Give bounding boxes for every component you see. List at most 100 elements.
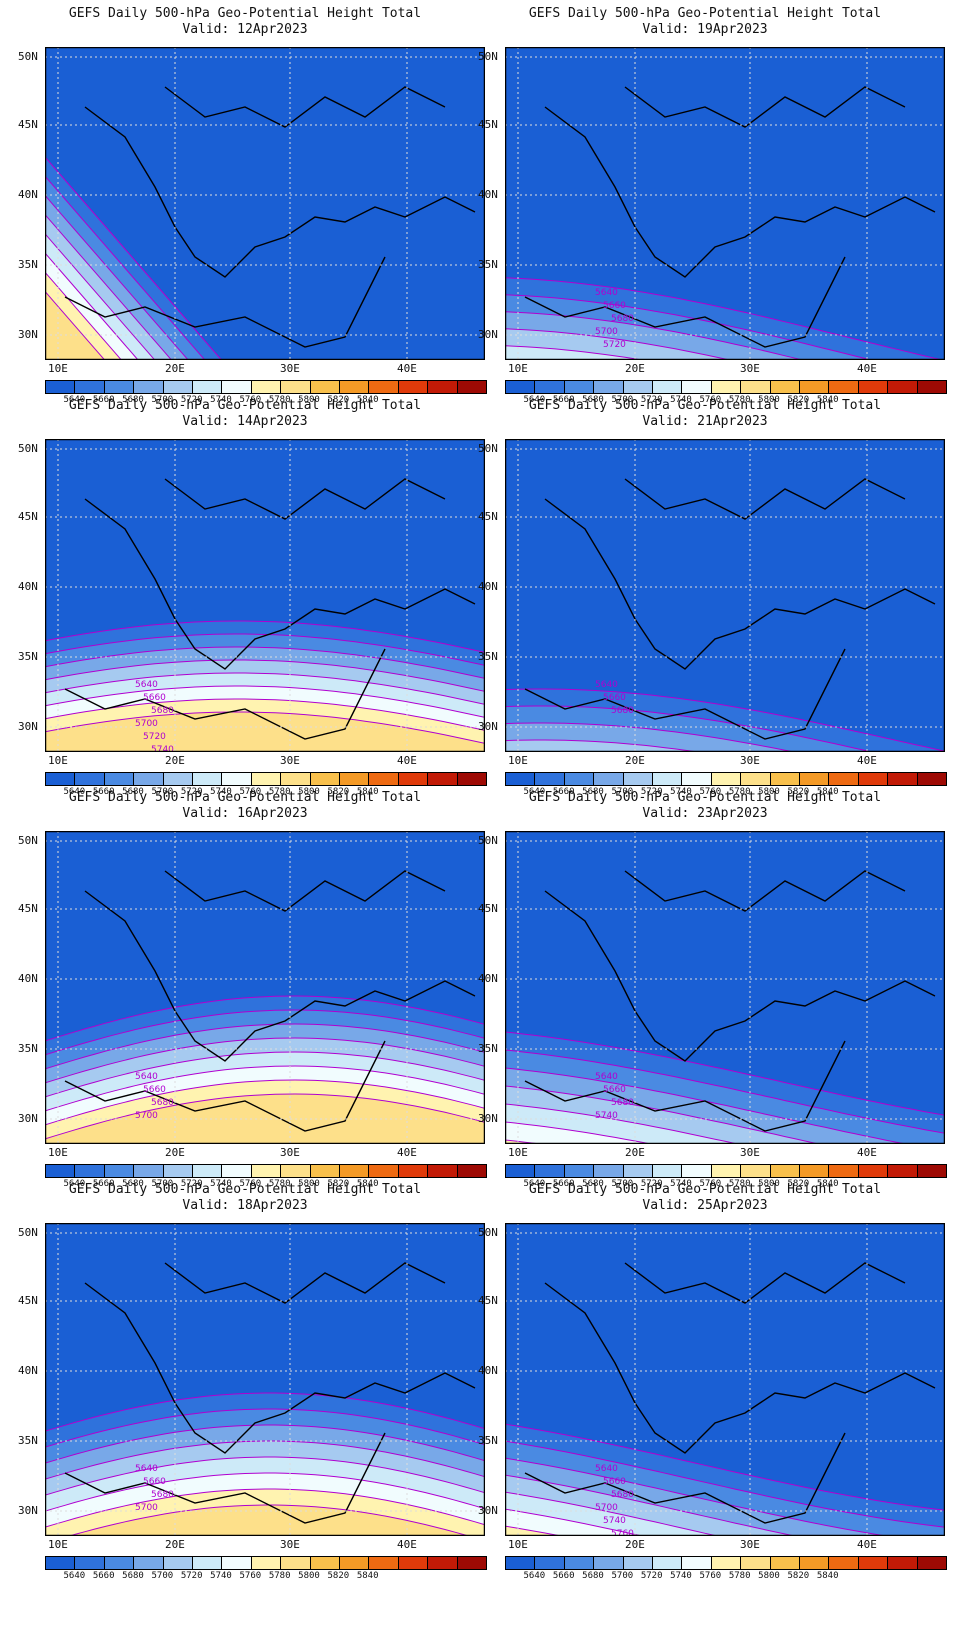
lat-label: 40N — [478, 188, 498, 201]
colorbar-label: 5640 — [523, 787, 546, 797]
panel-valid-date: Valid: 16Apr2023 — [182, 806, 308, 821]
colorbar-swatch — [310, 1165, 341, 1177]
contour-label: 5740 — [151, 745, 174, 752]
colorbar-label: 5740 — [210, 1571, 232, 1581]
coastline — [64, 1262, 476, 1524]
lat-label: 40N — [18, 188, 38, 201]
colorbar-swatch — [457, 381, 487, 393]
contour-label: 5640 — [595, 1464, 618, 1474]
colorbar-label: 5840 — [816, 1179, 839, 1189]
colorbar-label: 5820 — [787, 1571, 810, 1581]
colorbar-label: 5840 — [356, 787, 379, 797]
colorbar-label: 5660 — [92, 1571, 115, 1581]
colorbar-swatch — [653, 381, 683, 393]
contour-label: 5700 — [595, 327, 618, 337]
colorbar-swatch — [653, 773, 683, 785]
colorbar-swatch — [163, 773, 194, 785]
colorbar-label: 5720 — [640, 787, 663, 797]
colorbar-swatch — [251, 1165, 282, 1177]
lat-label: 45N — [478, 118, 498, 131]
colorbar — [45, 772, 487, 786]
colorbar-label: 5820 — [787, 395, 810, 405]
contour-band — [45, 711, 485, 752]
colorbar-label: 5640 — [63, 787, 86, 797]
contour-label: 5660 — [143, 1477, 166, 1487]
contour-band — [45, 175, 485, 360]
colorbar-swatch — [594, 1557, 624, 1569]
contour-label: 5680 — [611, 314, 634, 324]
contour-label: 5640 — [135, 1464, 158, 1474]
contour-label: 5740 — [603, 1516, 626, 1526]
colorbar-labels: 5640 5660 5680 5700 5720 5740 5760 5780 5800 5820… — [45, 395, 485, 407]
lon-label: 30E — [740, 1146, 760, 1159]
lon-label: 40E — [397, 362, 417, 375]
coastline — [524, 870, 936, 1132]
contour-label: 5700 — [595, 1503, 618, 1513]
colorbar-swatch — [398, 1165, 429, 1177]
colorbar-swatch — [163, 1557, 194, 1569]
colorbar-label: 5680 — [582, 787, 604, 797]
contour-label: 5680 — [151, 1098, 174, 1108]
colorbar-swatch — [75, 773, 105, 785]
colorbar-label: 5820 — [327, 1571, 350, 1581]
contour-label: 5720 — [603, 340, 626, 350]
colorbar-label: 5820 — [327, 395, 350, 405]
lat-label: 45N — [18, 902, 38, 915]
colorbar-swatch — [858, 773, 889, 785]
coastline — [64, 870, 476, 1132]
colorbar-label: 5840 — [816, 787, 839, 797]
contour-band — [505, 739, 945, 752]
lon-label: 10E — [48, 362, 68, 375]
colorbar-swatch — [682, 773, 712, 785]
lon-label: 20E — [625, 754, 645, 767]
lon-label: 40E — [857, 362, 877, 375]
lat-label: 35N — [478, 1042, 498, 1055]
colorbar-swatch — [800, 381, 830, 393]
colorbar-label: 5760 — [699, 395, 722, 405]
colorbar-label: 5700 — [151, 1571, 174, 1581]
lon-label: 20E — [165, 362, 185, 375]
colorbar-swatch — [428, 1557, 458, 1569]
lat-label: 40N — [18, 580, 38, 593]
colorbar — [505, 380, 947, 394]
colorbar-label: 5680 — [122, 787, 144, 797]
colorbar-label: 5700 — [151, 1179, 174, 1189]
colorbar-swatch — [457, 1557, 487, 1569]
contour-band — [45, 290, 485, 360]
lon-label: 30E — [280, 754, 300, 767]
lat-label: 50N — [478, 50, 498, 63]
lat-label: 40N — [478, 972, 498, 985]
colorbar-swatch — [506, 381, 536, 393]
colorbar-swatch — [535, 1557, 565, 1569]
panel-title: GEFS Daily 500-hPa Geo-Potential Height … — [528, 790, 882, 805]
colorbar-swatch — [398, 1557, 429, 1569]
colorbar-label: 5640 — [63, 395, 86, 405]
lat-label: 50N — [18, 50, 38, 63]
colorbar-swatch — [888, 1165, 918, 1177]
colorbar-label: 5780 — [268, 395, 291, 405]
colorbar-labels: 5640 5660 5680 5700 5720 5740 5760 5780 5800 5820… — [45, 1571, 485, 1583]
contour-label: 5740 — [595, 1111, 618, 1121]
colorbar-swatch — [741, 381, 771, 393]
colorbar-swatch — [75, 1165, 105, 1177]
colorbar-labels: 5640 5660 5680 5700 5720 5740 5760 5780 5800 5820… — [45, 787, 485, 799]
colorbar-swatch — [104, 1557, 135, 1569]
colorbar-swatch — [398, 773, 429, 785]
lat-label: 35N — [18, 650, 38, 663]
colorbar-swatch — [917, 1557, 947, 1569]
colorbar-swatch — [281, 1557, 311, 1569]
height-map: 5640 5660 5680 5700 — [45, 1223, 485, 1536]
panel-title: GEFS Daily 500-hPa Geo-Potential Height … — [528, 1182, 882, 1197]
map-panel: GEFS Daily 500-hPa Geo-Potential Height … — [10, 784, 487, 1194]
colorbar-swatch — [369, 381, 399, 393]
map-frame — [45, 47, 485, 360]
lat-label: 30N — [18, 328, 38, 341]
colorbar-swatch — [134, 381, 164, 393]
colorbar-swatch — [369, 1557, 399, 1569]
colorbar-swatch — [222, 1165, 252, 1177]
colorbar-swatch — [134, 1557, 164, 1569]
colorbar-swatch — [222, 773, 252, 785]
colorbar-label: 5820 — [327, 787, 350, 797]
lon-label: 20E — [165, 754, 185, 767]
colorbar-swatch — [75, 381, 105, 393]
